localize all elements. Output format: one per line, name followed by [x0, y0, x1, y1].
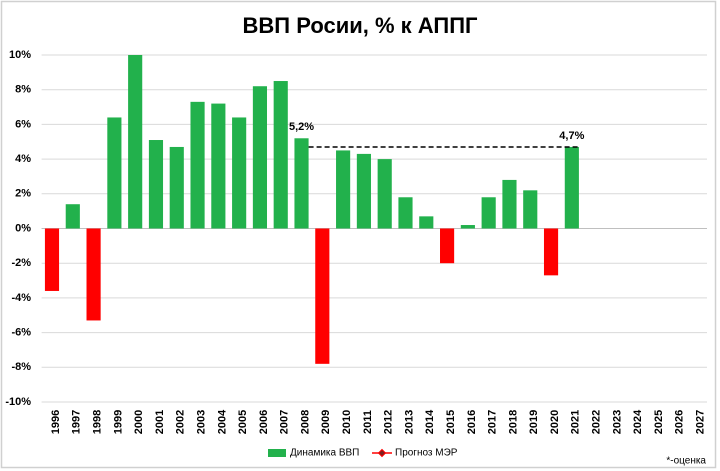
x-tick-label: 2025 — [653, 410, 665, 434]
y-tick-label: -8% — [11, 361, 31, 373]
bar — [148, 140, 164, 229]
bar — [190, 101, 205, 229]
bar — [336, 150, 351, 229]
x-tick-label: 2026 — [674, 410, 686, 434]
x-tick-label: 1999 — [112, 410, 124, 434]
y-tick-label: -4% — [11, 292, 31, 304]
x-tick-label: 2019 — [528, 410, 540, 434]
y-tick-label: 4% — [15, 153, 31, 165]
bar — [543, 228, 559, 276]
bar — [315, 228, 330, 364]
x-tick-label: 2006 — [258, 410, 270, 434]
bar — [65, 204, 80, 229]
bar — [377, 159, 392, 229]
x-tick-label: 2005 — [237, 410, 249, 434]
x-tick-label: 2021 — [570, 410, 582, 434]
legend-label: Прогноз МЭР — [395, 448, 458, 459]
x-tick-label: 1998 — [91, 410, 103, 434]
x-tick-label: 2001 — [154, 410, 166, 434]
data-label: 5,2% — [289, 121, 314, 133]
x-tick-label: 2022 — [591, 410, 603, 434]
bar — [44, 228, 60, 291]
bar — [398, 197, 413, 229]
x-tick-label: 2008 — [299, 410, 311, 434]
bar — [564, 146, 579, 229]
bar — [523, 190, 538, 229]
x-tick-label: 1997 — [71, 410, 83, 434]
bar — [211, 103, 226, 229]
bar — [86, 228, 101, 321]
x-tick-label: 2002 — [175, 410, 187, 434]
x-tick-label: 2016 — [466, 410, 478, 434]
bar — [107, 117, 122, 229]
y-tick-label: -6% — [11, 327, 31, 339]
bar — [232, 117, 247, 229]
x-tick-label: 2027 — [695, 410, 707, 434]
bar — [273, 81, 288, 229]
bar — [440, 228, 455, 264]
y-tick-label: -10% — [5, 396, 31, 408]
x-tick-label: 2011 — [362, 410, 374, 434]
x-tick-label: 2004 — [216, 409, 228, 434]
bar — [169, 146, 184, 229]
x-tick-label: 2000 — [133, 410, 145, 434]
x-tick-label: 2013 — [403, 410, 415, 434]
x-tick-label: 2012 — [383, 410, 395, 434]
bar — [252, 86, 268, 229]
x-tick-label: 2024 — [632, 409, 644, 434]
x-tick-label: 2010 — [341, 410, 353, 434]
y-tick-label: 10% — [9, 49, 31, 61]
x-tick-label: 2009 — [320, 410, 332, 434]
x-tick-label: 2020 — [549, 410, 561, 434]
y-tick-label: 0% — [15, 222, 31, 234]
legend-marker — [377, 448, 387, 458]
bar — [356, 153, 371, 229]
data-label: 4,7% — [559, 130, 584, 142]
bar — [128, 55, 143, 229]
x-tick-label: 2007 — [279, 410, 291, 434]
chart-title: ВВП Росии, % к АППГ — [243, 13, 479, 38]
bar — [294, 138, 309, 229]
x-tick-label: 2023 — [611, 410, 623, 434]
legend-swatch — [268, 449, 286, 457]
y-tick-label: -2% — [11, 257, 31, 269]
x-tick-label: 2003 — [195, 410, 207, 434]
y-tick-label: 8% — [15, 84, 31, 96]
x-tick-label: 2015 — [445, 410, 457, 434]
bar — [502, 179, 517, 229]
y-tick-label: 2% — [15, 188, 31, 200]
x-tick-label: 2017 — [487, 410, 499, 434]
bar — [481, 197, 496, 229]
x-tick-label: 1996 — [50, 410, 62, 434]
y-tick-label: 6% — [15, 118, 31, 130]
legend-label: Динамика ВВП — [290, 448, 359, 459]
x-tick-label: 2018 — [507, 410, 519, 434]
bar — [419, 216, 434, 229]
bar — [460, 225, 475, 229]
x-tick-label: 2014 — [424, 409, 436, 434]
footnote: *-оценка — [666, 456, 706, 467]
